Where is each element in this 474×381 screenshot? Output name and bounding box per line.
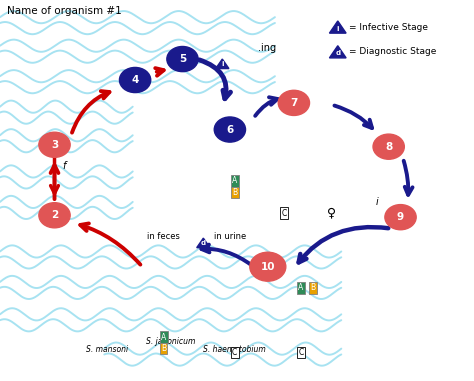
- Text: i: i: [337, 26, 339, 32]
- Text: S. japonicum: S. japonicum: [146, 337, 195, 346]
- Text: = Infective Stage: = Infective Stage: [349, 22, 428, 32]
- Text: S. mansoni: S. mansoni: [86, 345, 128, 354]
- Circle shape: [39, 132, 70, 157]
- Polygon shape: [329, 46, 346, 58]
- Text: C: C: [298, 348, 304, 357]
- Circle shape: [373, 134, 404, 159]
- Text: 3: 3: [51, 140, 58, 150]
- Text: C: C: [232, 348, 237, 357]
- Polygon shape: [216, 59, 229, 69]
- Circle shape: [167, 46, 198, 72]
- Text: 7: 7: [290, 98, 298, 108]
- Text: i: i: [221, 61, 224, 67]
- Text: C: C: [282, 209, 287, 218]
- Text: i: i: [375, 197, 378, 207]
- Text: 5: 5: [179, 54, 186, 64]
- Text: B: B: [161, 344, 166, 353]
- Text: B: B: [310, 283, 315, 292]
- Text: f: f: [62, 161, 66, 171]
- Text: B: B: [232, 188, 237, 197]
- Text: ♀: ♀: [327, 207, 337, 220]
- Circle shape: [385, 205, 416, 230]
- Circle shape: [278, 90, 310, 115]
- Text: 10: 10: [261, 262, 275, 272]
- Text: A: A: [161, 333, 166, 342]
- Polygon shape: [329, 21, 346, 33]
- Polygon shape: [197, 238, 210, 248]
- Text: d: d: [201, 240, 206, 247]
- Text: 4: 4: [131, 75, 139, 85]
- Text: .ing: .ing: [258, 43, 276, 53]
- Text: 2: 2: [51, 210, 58, 220]
- Text: d: d: [335, 50, 340, 56]
- Circle shape: [250, 252, 286, 281]
- Text: = Diagnostic Stage: = Diagnostic Stage: [349, 47, 437, 56]
- Text: 8: 8: [385, 142, 392, 152]
- Text: 9: 9: [397, 212, 404, 222]
- Text: Name of organism #1: Name of organism #1: [7, 6, 122, 16]
- Circle shape: [214, 117, 246, 142]
- Text: A: A: [298, 283, 304, 292]
- Text: in feces: in feces: [147, 232, 180, 241]
- Text: A: A: [232, 176, 237, 186]
- Text: S. haematobium: S. haematobium: [203, 345, 266, 354]
- Circle shape: [119, 67, 151, 93]
- Circle shape: [39, 203, 70, 228]
- Text: in urine: in urine: [214, 232, 246, 241]
- Text: 6: 6: [226, 125, 234, 134]
